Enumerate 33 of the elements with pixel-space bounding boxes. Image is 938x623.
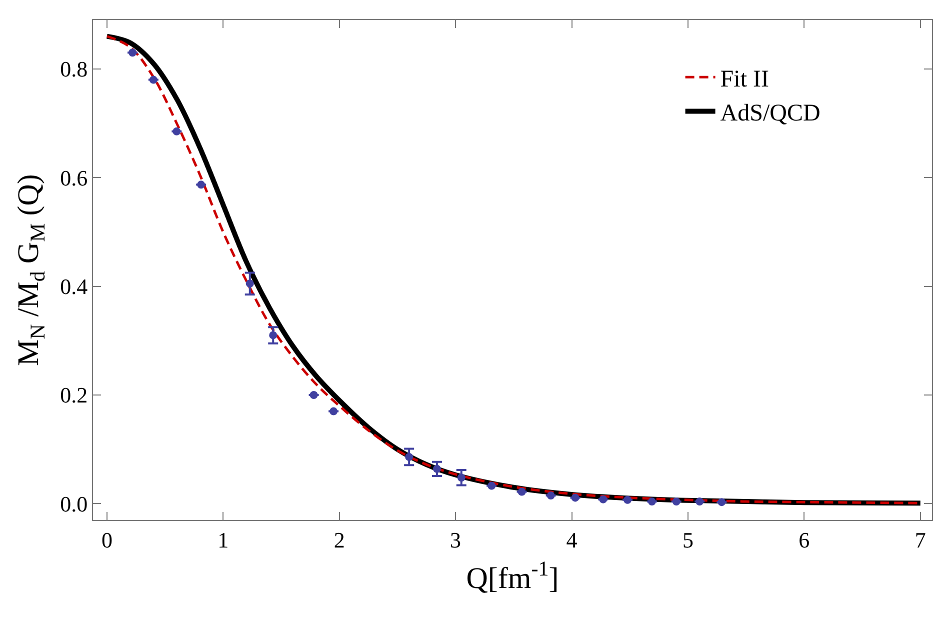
x-tick-label: 7 — [914, 527, 926, 552]
y-tick-label: 0.6 — [60, 165, 88, 190]
point — [672, 498, 680, 506]
x-tick-label: 1 — [218, 527, 229, 552]
x-tick-label: 3 — [450, 527, 462, 552]
y-tick-label: 0.8 — [60, 56, 88, 82]
point — [696, 498, 704, 506]
point — [518, 488, 526, 496]
point — [546, 492, 555, 500]
x-tick-label: 6 — [798, 527, 810, 552]
legend-label: AdS/QCD — [720, 100, 820, 127]
x-tick-label: 4 — [566, 527, 578, 552]
y-tick-label: 0.2 — [60, 382, 88, 408]
point — [330, 407, 338, 416]
point — [718, 498, 726, 506]
x-tick-label: 5 — [682, 527, 694, 552]
point — [624, 496, 632, 504]
y-tick-label: 0.4 — [60, 274, 88, 299]
point — [128, 48, 137, 57]
point — [571, 494, 580, 502]
point — [488, 482, 496, 490]
point — [310, 391, 318, 399]
y-tick-label: 0.0 — [60, 491, 88, 516]
x-tick-label: 2 — [334, 527, 345, 552]
point — [172, 127, 181, 136]
point — [599, 495, 608, 504]
x-axis-title: Q[fm$^{-1}$] — [466, 556, 559, 595]
point — [648, 498, 656, 506]
point — [246, 280, 254, 288]
legend-label: Fit II — [720, 66, 769, 92]
x-tick-label: 0 — [101, 527, 112, 552]
point — [149, 76, 158, 84]
point — [197, 180, 206, 189]
